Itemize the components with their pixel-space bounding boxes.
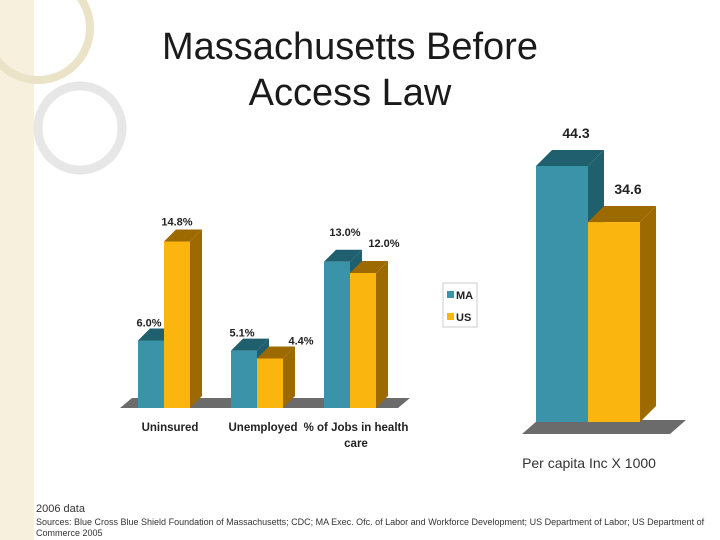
income-chart-floor (522, 420, 686, 434)
legend: MA US (442, 282, 478, 328)
data-label-ma-1: 5.1% (229, 328, 254, 340)
bar-ma-1-front (231, 350, 257, 408)
bar-ma-2-front (324, 261, 350, 408)
category-label-2-line2: care (344, 438, 368, 450)
legend-swatch-ma (447, 291, 454, 298)
title-line-1: Massachusetts Before (162, 26, 538, 68)
data-label-us-0: 14.8% (161, 217, 192, 229)
income-bar-ma-top (536, 150, 604, 166)
category-label-2: % of Jobs in health (304, 422, 409, 434)
data-label-us-1: 4.4% (288, 336, 313, 348)
rates-bar-chart: 6.0% 14.8% Uninsured 5.1% 4.4% Unemployed 13.0… (120, 217, 478, 450)
bar-us-2 (350, 261, 388, 408)
bar-us-1-top (257, 346, 295, 359)
bar-ma-2-top (324, 249, 362, 262)
income-label-ma: 44.3 (562, 125, 589, 141)
bar-us-2-front (350, 273, 376, 408)
legend-swatch-us (447, 313, 454, 320)
sources-note: Sources: Blue Cross Blue Shield Foundati… (36, 517, 705, 538)
legend-label-ma: MA (456, 290, 473, 302)
income-bar-ma-front (536, 166, 588, 422)
data-label-ma-2: 13.0% (329, 227, 360, 239)
income-bar-us-front (588, 222, 640, 422)
title-line-2: Access Law (248, 72, 452, 114)
decorative-circles (0, 0, 127, 175)
data-year-note: 2006 data (36, 503, 85, 515)
income-bar-us (588, 206, 656, 422)
bar-us-0 (164, 229, 202, 408)
bar-us-0-top (164, 229, 202, 242)
bar-ma-1-top (231, 338, 269, 351)
income-label-us: 34.6 (614, 181, 641, 197)
category-label-1: Unemployed (228, 422, 297, 434)
bar-us-1-side (283, 346, 295, 408)
income-axis-label: Per capita Inc X 1000 (522, 455, 656, 471)
slide-title: Massachusetts Before Access Law (100, 24, 600, 116)
data-label-us-2: 12.0% (368, 238, 399, 250)
legend-label-us: US (456, 312, 471, 324)
income-bar-us-side (640, 206, 656, 422)
income-bar-us-top (588, 206, 656, 223)
bar-us-1 (257, 346, 295, 408)
bar-us-0-side (190, 229, 202, 408)
data-label-ma-0: 6.0% (136, 318, 161, 330)
bar-us-2-side (376, 261, 388, 408)
bar-us-2-top (350, 261, 388, 273)
bar-us-0-front (164, 241, 190, 408)
background-strip (0, 0, 34, 540)
bar-us-1-front (257, 358, 283, 408)
category-label-0: Uninsured (142, 422, 199, 434)
bar-ma-0-front (138, 340, 164, 408)
income-bar-chart: 44.3 34.6 Per capita Inc X 1000 (522, 125, 686, 471)
